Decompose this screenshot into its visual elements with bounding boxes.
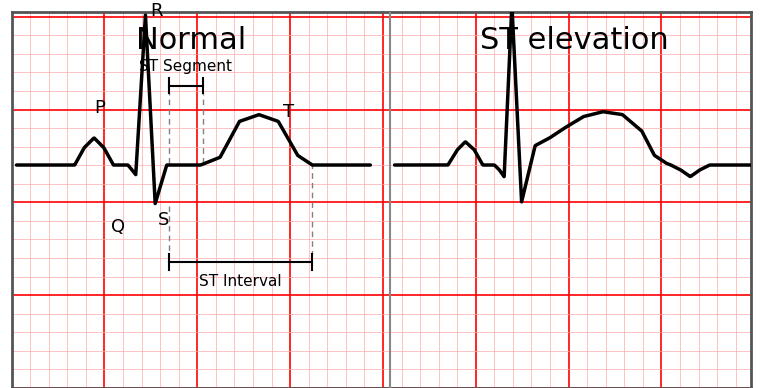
Text: Q: Q: [111, 218, 125, 236]
Text: Normal: Normal: [136, 26, 246, 55]
Text: ST elevation: ST elevation: [480, 26, 668, 55]
Text: R: R: [150, 2, 163, 20]
Text: T: T: [283, 103, 295, 121]
Text: ST Interval: ST Interval: [199, 274, 282, 289]
Text: P: P: [94, 99, 105, 116]
Text: S: S: [158, 211, 169, 229]
Text: ST Segment: ST Segment: [139, 59, 232, 74]
